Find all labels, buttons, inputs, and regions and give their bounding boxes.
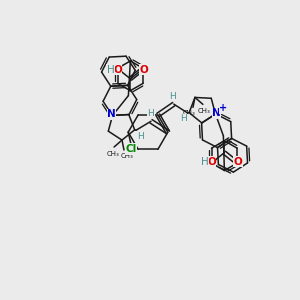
- Text: H: H: [169, 92, 176, 101]
- Text: O: O: [140, 65, 148, 75]
- Text: H: H: [148, 109, 154, 118]
- Text: H: H: [107, 65, 114, 75]
- Text: O: O: [113, 65, 122, 75]
- Text: N: N: [212, 108, 221, 118]
- Text: O: O: [234, 157, 243, 166]
- Text: H: H: [201, 157, 208, 166]
- Text: H: H: [180, 115, 187, 124]
- Text: +: +: [219, 103, 227, 113]
- Text: CH₃: CH₃: [197, 108, 210, 114]
- Text: O: O: [207, 157, 216, 166]
- Text: CH₃: CH₃: [121, 153, 133, 159]
- Text: N: N: [107, 110, 116, 119]
- Text: CH₃: CH₃: [183, 110, 195, 116]
- Text: CH₃: CH₃: [107, 151, 119, 157]
- Text: Cl: Cl: [126, 144, 137, 154]
- Text: H: H: [137, 132, 143, 141]
